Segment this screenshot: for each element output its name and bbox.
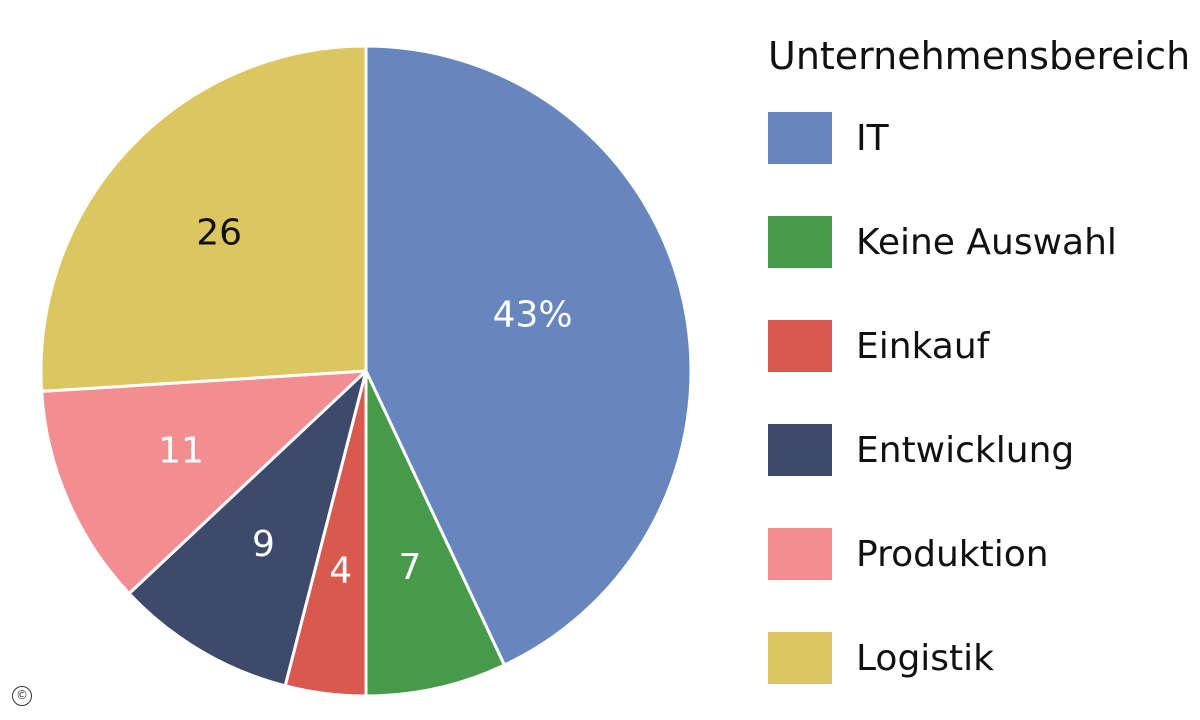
legend-label-keine-auswahl: Keine Auswahl <box>856 221 1117 263</box>
slice-label-entwicklung: 9 <box>252 524 275 565</box>
legend-item-logistik: Logistik <box>768 632 1190 684</box>
legend-label-produktion: Produktion <box>856 533 1049 575</box>
legend-swatch-entwicklung <box>768 424 832 476</box>
slice-label-produktion: 11 <box>158 431 204 472</box>
legend-item-produktion: Produktion <box>768 528 1190 580</box>
pie-slice-entwicklung <box>127 369 368 688</box>
legend-swatch-keine-auswahl <box>768 216 832 268</box>
legend-item-it: IT <box>768 112 1190 164</box>
legend-swatch-einkauf <box>768 320 832 372</box>
legend-swatch-it <box>768 112 832 164</box>
legend-title: Unternehmensbereich <box>768 34 1191 78</box>
slice-label-logistik: 26 <box>196 213 242 254</box>
slice-label-keine-auswahl: 7 <box>399 547 422 588</box>
slice-label-einkauf: 4 <box>329 550 352 591</box>
legend-label-it: IT <box>856 117 889 159</box>
pie-slice-produktion <box>40 369 368 595</box>
legend-swatch-produktion <box>768 528 832 580</box>
copyright-icon: © <box>12 686 32 706</box>
legend-label-logistik: Logistik <box>856 637 995 679</box>
legend-label-einkauf: Einkauf <box>856 325 990 367</box>
legend-swatch-logistik <box>768 632 832 684</box>
pie-slice-it <box>364 44 693 667</box>
legend-item-keine-auswahl: Keine Auswahl <box>768 216 1190 268</box>
pie-slice-keine-auswahl <box>364 369 506 698</box>
legend-item-einkauf: Einkauf <box>768 320 1190 372</box>
legend-label-entwicklung: Entwicklung <box>856 429 1075 471</box>
pie-chart: 43% 7 4 9 11 26 <box>39 44 693 698</box>
pie-slice-logistik <box>39 44 368 393</box>
legend-item-entwicklung: Entwicklung <box>768 424 1190 476</box>
legend: Unternehmensbereich IT Keine Auswahl Einka… <box>768 30 1190 684</box>
slice-label-it: 43% <box>493 295 573 336</box>
